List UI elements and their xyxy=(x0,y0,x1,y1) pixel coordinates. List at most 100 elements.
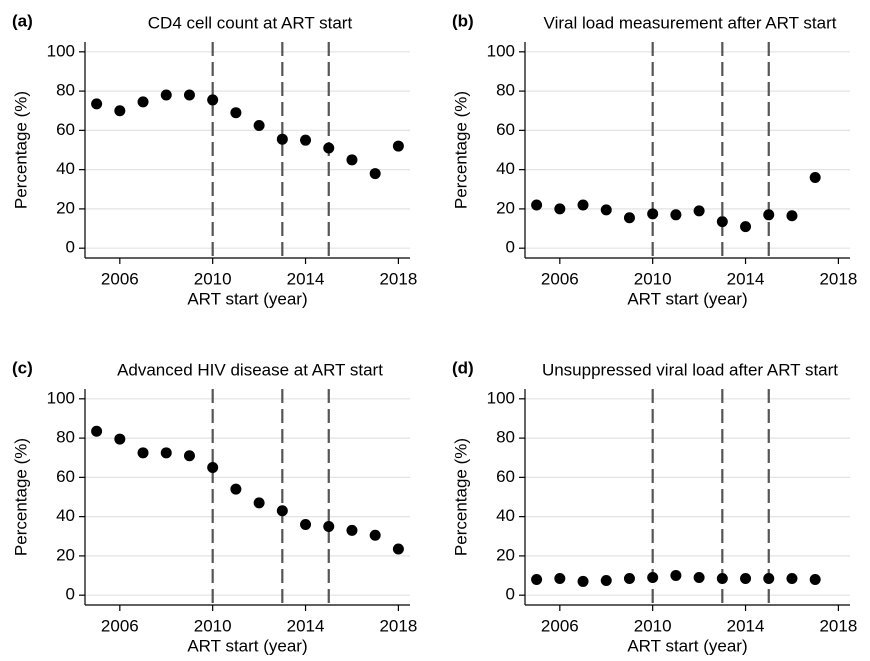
data-point xyxy=(392,140,404,152)
data-point xyxy=(693,572,705,584)
data-point xyxy=(276,505,288,517)
y-axis-label: Percentage (%) xyxy=(11,438,30,556)
data-point xyxy=(253,497,265,509)
x-tick-label: 2018 xyxy=(379,269,417,288)
x-axis-label: ART start (year) xyxy=(627,636,747,655)
chart-title: Unsuppressed viral load after ART start xyxy=(542,360,838,379)
data-point xyxy=(740,572,752,584)
y-tick-label: 0 xyxy=(66,585,75,604)
y-tick-label: 20 xyxy=(496,545,515,564)
x-tick-label: 2018 xyxy=(379,616,417,635)
data-point xyxy=(160,89,172,101)
data-point xyxy=(623,572,635,584)
data-point xyxy=(670,209,682,221)
data-point xyxy=(276,133,288,145)
data-point xyxy=(554,572,566,584)
panel-label: (b) xyxy=(452,11,474,30)
x-tick-label: 2014 xyxy=(727,616,765,635)
data-point xyxy=(600,574,612,586)
data-point xyxy=(647,208,659,220)
y-axis-label: Percentage (%) xyxy=(11,91,30,209)
data-point xyxy=(786,572,798,584)
y-tick-label: 40 xyxy=(56,506,75,525)
x-tick-label: 2010 xyxy=(194,616,232,635)
x-tick-label: 2014 xyxy=(727,269,765,288)
y-axis-label: Percentage (%) xyxy=(451,438,470,556)
y-tick-label: 60 xyxy=(56,120,75,139)
data-point xyxy=(137,96,149,108)
panel: (a) CD4 cell count at ART start 0 20 40 60 80 1… xyxy=(11,11,417,308)
y-tick-label: 60 xyxy=(56,467,75,486)
data-point xyxy=(137,447,149,459)
y-tick-label: 40 xyxy=(496,159,515,178)
panel: (d) Unsuppressed viral load after ART sta… xyxy=(451,358,857,655)
chart-title: Advanced HIV disease at ART start xyxy=(117,360,383,379)
data-point xyxy=(369,529,381,541)
x-tick-label: 2018 xyxy=(819,269,857,288)
y-tick-label: 0 xyxy=(506,238,515,257)
chart-title: CD4 cell count at ART start xyxy=(148,13,353,32)
data-point xyxy=(91,425,103,437)
data-point xyxy=(114,433,126,445)
data-point xyxy=(716,572,728,584)
data-point xyxy=(346,154,358,166)
data-point xyxy=(531,573,543,585)
data-point xyxy=(786,210,798,222)
x-tick-label: 2006 xyxy=(541,269,579,288)
y-tick-label: 60 xyxy=(496,120,515,139)
data-point xyxy=(160,447,172,459)
data-point xyxy=(207,94,219,106)
data-point xyxy=(323,142,335,154)
data-point xyxy=(183,450,195,462)
data-point xyxy=(369,168,381,180)
y-tick-label: 80 xyxy=(56,428,75,447)
x-tick-label: 2018 xyxy=(819,616,857,635)
data-point xyxy=(809,171,821,183)
data-point xyxy=(554,203,566,215)
y-tick-label: 100 xyxy=(487,388,515,407)
x-tick-label: 2006 xyxy=(101,269,139,288)
data-point xyxy=(577,199,589,211)
data-point xyxy=(300,518,312,530)
y-tick-label: 0 xyxy=(506,585,515,604)
x-tick-label: 2014 xyxy=(287,616,325,635)
x-tick-label: 2006 xyxy=(541,616,579,635)
y-tick-label: 40 xyxy=(56,159,75,178)
data-point xyxy=(323,520,335,532)
y-tick-label: 80 xyxy=(496,81,515,100)
y-tick-label: 20 xyxy=(56,198,75,217)
x-axis-label: ART start (year) xyxy=(187,636,307,655)
panel: (c) Advanced HIV disease at ART start 0 20 4… xyxy=(11,358,417,655)
panel: (b) Viral load measurement after ART star… xyxy=(451,11,857,308)
y-tick-label: 0 xyxy=(66,238,75,257)
data-point xyxy=(207,462,219,474)
x-tick-label: 2010 xyxy=(634,269,672,288)
x-tick-label: 2006 xyxy=(101,616,139,635)
y-tick-label: 40 xyxy=(496,506,515,525)
y-tick-label: 80 xyxy=(56,81,75,100)
y-tick-label: 20 xyxy=(56,545,75,564)
y-tick-label: 100 xyxy=(487,41,515,60)
data-point xyxy=(230,107,242,119)
data-point xyxy=(763,572,775,584)
data-point xyxy=(693,205,705,217)
x-tick-label: 2014 xyxy=(287,269,325,288)
chart-title: Viral load measurement after ART start xyxy=(544,13,837,32)
data-point xyxy=(600,204,612,216)
y-tick-label: 100 xyxy=(47,388,75,407)
y-axis-label: Percentage (%) xyxy=(451,91,470,209)
y-tick-label: 60 xyxy=(496,467,515,486)
data-point xyxy=(531,199,543,211)
data-point xyxy=(809,573,821,585)
x-axis-label: ART start (year) xyxy=(627,289,747,308)
data-point xyxy=(114,105,126,117)
y-tick-label: 100 xyxy=(47,41,75,60)
data-point xyxy=(253,119,265,131)
data-point xyxy=(392,543,404,555)
data-point xyxy=(623,212,635,224)
x-axis-label: ART start (year) xyxy=(187,289,307,308)
x-tick-label: 2010 xyxy=(634,616,672,635)
data-point xyxy=(300,134,312,146)
data-point xyxy=(230,483,242,495)
